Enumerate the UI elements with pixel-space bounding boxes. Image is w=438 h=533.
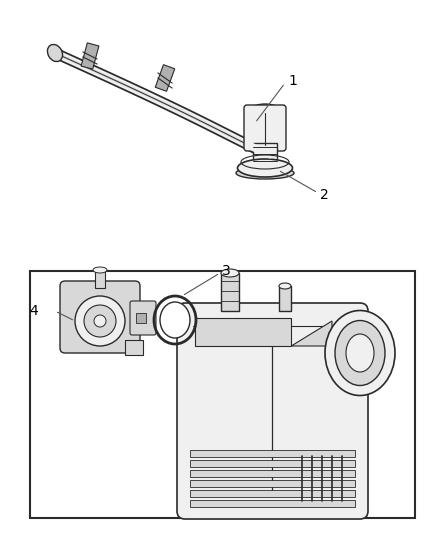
- FancyBboxPatch shape: [130, 301, 156, 335]
- Bar: [95, 270, 105, 288]
- Circle shape: [84, 305, 116, 337]
- Text: 2: 2: [320, 188, 329, 202]
- Bar: [125, 340, 143, 355]
- Bar: [190, 480, 355, 487]
- FancyBboxPatch shape: [244, 105, 286, 151]
- Polygon shape: [291, 321, 332, 346]
- Bar: [190, 450, 355, 457]
- Bar: [190, 500, 355, 507]
- Bar: [136, 313, 146, 323]
- Ellipse shape: [236, 167, 294, 179]
- Text: 1: 1: [288, 74, 297, 88]
- Bar: [279, 286, 291, 311]
- Ellipse shape: [325, 311, 395, 395]
- Circle shape: [94, 315, 106, 327]
- Bar: [190, 490, 355, 497]
- Ellipse shape: [221, 269, 239, 277]
- Bar: [81, 43, 99, 69]
- Bar: [30, 271, 415, 518]
- Text: 4: 4: [29, 304, 38, 318]
- Text: 3: 3: [222, 264, 231, 278]
- Ellipse shape: [47, 44, 63, 61]
- Bar: [190, 460, 355, 467]
- Ellipse shape: [335, 320, 385, 385]
- Ellipse shape: [93, 267, 107, 273]
- Circle shape: [75, 296, 125, 346]
- Bar: [221, 273, 239, 311]
- FancyBboxPatch shape: [60, 281, 140, 353]
- FancyBboxPatch shape: [177, 303, 368, 519]
- Bar: [195, 318, 291, 346]
- Ellipse shape: [246, 104, 284, 126]
- Bar: [190, 470, 355, 477]
- Ellipse shape: [237, 159, 293, 177]
- Ellipse shape: [346, 334, 374, 372]
- Ellipse shape: [160, 302, 190, 338]
- Bar: [155, 64, 175, 91]
- Ellipse shape: [279, 283, 291, 289]
- Bar: [253, 143, 277, 163]
